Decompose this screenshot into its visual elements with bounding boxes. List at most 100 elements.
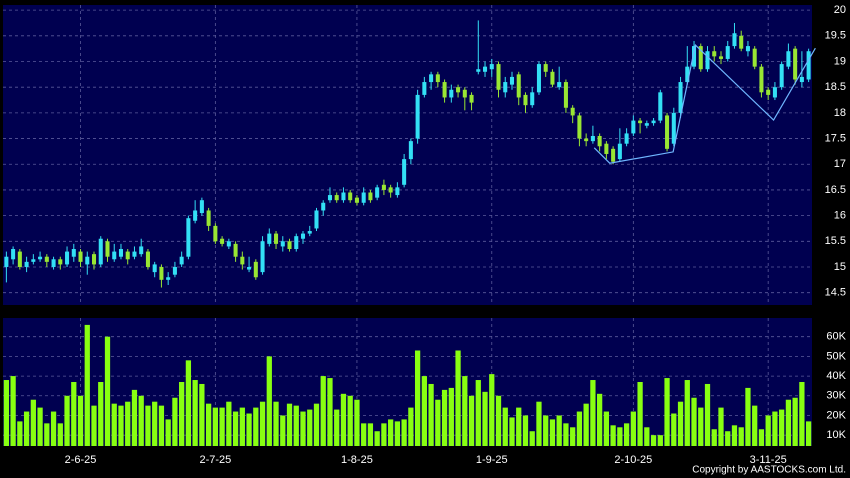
volume-bar: [758, 429, 765, 446]
volume-bar: [772, 411, 778, 446]
volume-bar: [475, 380, 481, 446]
volume-bar: [394, 421, 401, 446]
y-tick-label: 19.5: [825, 30, 846, 42]
y-tick-label: 18: [834, 107, 846, 119]
candle-body: [536, 64, 541, 93]
candle-body: [91, 254, 97, 265]
candle-body: [429, 74, 434, 83]
candle-body: [530, 92, 535, 106]
volume-bar: [138, 395, 144, 446]
candle-body: [152, 264, 157, 273]
volume-bar: [543, 415, 549, 446]
candle-body: [179, 256, 184, 265]
candle-body: [557, 82, 562, 88]
volume-bar: [10, 376, 16, 446]
volume-bar: [731, 425, 738, 446]
candle-body: [442, 82, 447, 98]
volume-bar: [246, 413, 252, 446]
volume-bar: [286, 403, 293, 446]
volume-bar: [718, 407, 724, 446]
candle-body: [685, 66, 690, 83]
candle-body: [759, 66, 764, 93]
candle-body: [563, 82, 568, 108]
candle-body: [435, 74, 440, 83]
candle-body: [523, 94, 528, 106]
volume-bar: [489, 374, 495, 446]
volume-bar: [785, 399, 792, 446]
y-tick-label: 17: [834, 158, 846, 170]
volume-bar: [671, 413, 677, 446]
volume-bar: [590, 380, 596, 446]
volume-bar: [212, 407, 218, 446]
candle-body: [334, 195, 339, 201]
candle-body: [361, 192, 366, 203]
volume-bar: [650, 435, 657, 446]
candle-body: [516, 74, 521, 98]
candle-body: [354, 197, 359, 203]
candle-body: [712, 51, 717, 57]
candle-body: [543, 64, 548, 72]
candle-body: [456, 87, 461, 93]
candle-body: [4, 256, 9, 267]
volume-bar: [98, 382, 104, 446]
candle-body: [604, 143, 609, 154]
volume-bar: [637, 382, 643, 446]
candle-body: [631, 120, 636, 134]
volume-bar: [327, 378, 333, 446]
candle-body: [793, 48, 798, 80]
volume-bar: [408, 407, 414, 446]
volume-bar: [91, 405, 97, 446]
volume-bar: [698, 407, 704, 446]
volume-bar: [44, 423, 50, 446]
candle-body: [17, 251, 22, 267]
candle-body: [65, 251, 70, 265]
candle-body: [388, 187, 393, 193]
volume-bar: [179, 382, 185, 446]
candle-body: [772, 87, 777, 98]
candle-body: [85, 256, 90, 265]
candle-body: [71, 249, 76, 257]
volume-bar: [334, 409, 340, 446]
candle-body: [698, 46, 703, 70]
volume-bar: [610, 425, 616, 446]
candle-body: [449, 89, 454, 98]
volume-bar: [583, 403, 589, 446]
volume-bar: [684, 380, 690, 446]
y-tick-label: 60K: [826, 331, 846, 343]
volume-bar: [84, 324, 90, 446]
candle-body: [415, 94, 420, 139]
candle-body: [584, 138, 589, 142]
volume-bar: [414, 350, 421, 446]
volume-bar: [691, 397, 697, 446]
volume-bar: [232, 411, 239, 446]
volume-bar: [644, 427, 650, 446]
candle-body: [503, 82, 508, 93]
volume-bar: [563, 423, 569, 446]
y-tick-label: 15.5: [825, 235, 846, 247]
candle-body: [705, 51, 710, 70]
candle-body: [220, 238, 225, 244]
volume-bar: [226, 401, 232, 446]
volume-bar: [704, 383, 711, 446]
volume-bar: [152, 401, 158, 446]
volume-bar: [576, 411, 583, 446]
candle-body: [644, 123, 649, 126]
candle-body: [509, 76, 515, 85]
candle-body: [186, 218, 191, 257]
candle-body: [469, 94, 474, 103]
candle-body: [597, 135, 602, 147]
candle-body: [213, 225, 218, 242]
candle-body: [402, 159, 407, 185]
candle-body: [11, 249, 16, 260]
candle-body: [24, 261, 29, 267]
y-tick-label: 40K: [826, 370, 846, 382]
volume-bar: [185, 360, 192, 446]
volume-bar: [17, 421, 23, 446]
volume-bar: [253, 407, 259, 446]
candle-body: [118, 249, 124, 257]
volume-bar: [145, 405, 151, 446]
candle-body: [678, 82, 683, 113]
candle-body: [745, 46, 750, 52]
y-tick-label: 16: [834, 210, 846, 222]
candle-body: [125, 251, 130, 260]
